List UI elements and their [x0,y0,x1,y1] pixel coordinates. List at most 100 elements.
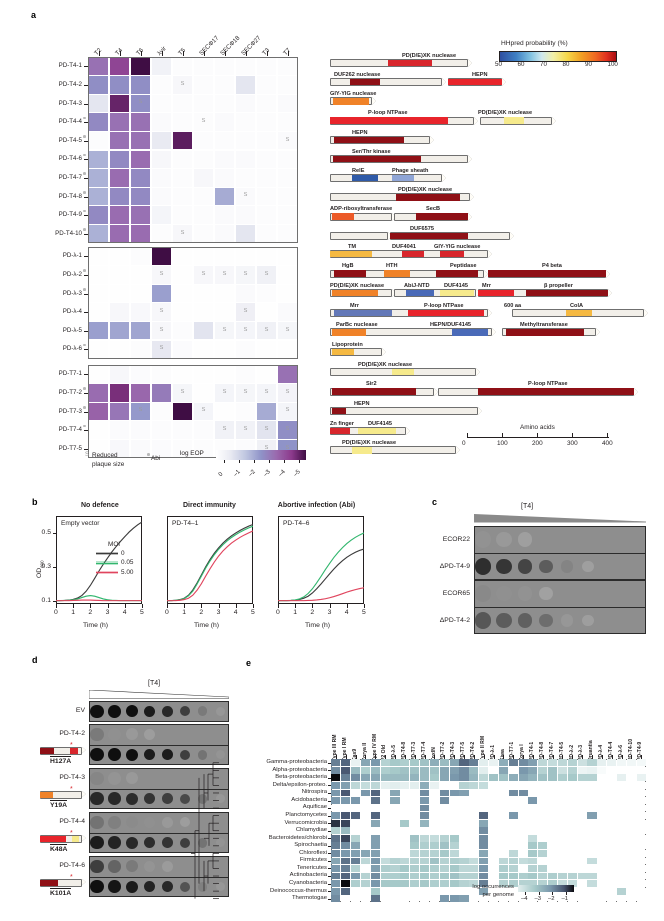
domain-label: PD(D/E)XK nuclease [478,110,533,117]
domain-segment [448,78,502,86]
panel-e-heatmap-cell [469,865,479,872]
panel-e-heatmap-cell [557,842,568,850]
panel-e-heatmap-cell [587,797,597,804]
panel-e-row-tick [327,800,331,802]
panel-e-heatmap-cell [400,865,410,872]
panel-a-heatmap-cell [256,247,277,265]
panel-a-heatmap-cell [256,303,277,321]
panel-e-heatmap-cell [410,804,420,812]
panel-e-heatmap-cell [420,842,430,850]
panel-e-heatmap-cell [587,834,597,842]
panel-a-heatmap-cell [172,384,193,402]
panel-a-row-tick [84,411,88,413]
plaque-spot [144,705,156,717]
panel-e-heatmap-cell [429,759,439,767]
panel-e-heatmap-cell [538,804,548,812]
panel-e-row-tick [327,815,331,817]
panel-e-heatmap-cell [538,827,548,835]
panel-a-row-label: PD-T4-4 [58,118,82,126]
panel-e-heatmap-cell [548,842,558,850]
plaque-spot [144,816,156,828]
panel-e-heatmap-cell [577,895,587,903]
panel-e-row-tick [327,868,331,870]
aa-scale-tick-label: 0 [462,440,466,447]
panel-e-heatmap-cell [607,880,617,887]
panel-e-heatmap-cell [410,834,420,842]
reduced-plaque-marker: S [243,270,248,277]
panel-a-row-tick [84,430,88,431]
panel-e-heatmap-cell [429,842,439,850]
panel-e-heatmap-cell [331,857,341,865]
panel-e-heatmap-cell [498,880,508,887]
panel-e-heatmap-cell [459,819,469,827]
panel-e-heatmap-cell [331,782,341,789]
panel-e-heatmap-cell [479,865,489,872]
panel-e-heatmap-cell [528,797,538,804]
reduced-plaque-label-2: plaque size [92,461,125,468]
panel-e-heatmap-cell [557,766,568,774]
panel-e-heatmap-cell [607,834,617,842]
reduced-plaque-marker: S [222,270,227,277]
panel-a-heatmap-cell [151,303,172,321]
panel-a-row-label: PD-T7-5 [58,444,82,452]
panel-e-heatmap-cell [538,797,548,804]
panel-a-heatmap-cell [151,57,172,75]
domain-segment [392,174,414,182]
panel-a-heatmap-cell [109,402,130,421]
panel-e-heatmap-cell [626,759,636,767]
panel-a-heatmap-cell [256,150,277,168]
panel-e-heatmap-cell [567,857,577,865]
domain-arrow-icon [469,193,474,202]
plaque-spot [582,614,594,627]
panel-e-heatmap-cell [607,872,617,880]
panel-e-heatmap-cell [518,849,528,857]
domain-segment [332,407,346,415]
panel-e-heatmap-cell [567,827,577,835]
reduced-plaque-marker: S [285,388,290,395]
panel-e-heatmap-cell [636,766,646,774]
panel-a-heatmap-cell [130,322,151,340]
hhpred-tick-label: 100 [607,61,618,68]
panel-e-heatmap-cell [597,865,607,872]
panel-e-heatmap-cell [439,895,449,903]
panel-e-heatmap-cell [360,819,371,827]
panel-b-x-tick [364,604,365,608]
panel-b-x-tick-label: 0 [165,609,169,616]
reduced-plaque-marker: S [159,326,164,333]
panel-e-heatmap-cell [488,819,499,827]
panel-e-heatmap-cell [626,895,636,903]
panel-a-heatmap-cell [88,384,109,402]
panel-e-heatmap-cell [341,887,351,895]
domain-arrow-icon [81,879,86,885]
panel-a-row-label: PD-T4-2 [58,80,82,88]
domain-label: Lipoprotein [332,341,363,348]
panel-e-heatmap-cell [636,895,646,903]
domain-label: PD(D/E)XK nuclease [402,52,457,59]
panel-e-heatmap-cell [498,887,508,895]
domain-bar [330,78,442,87]
panel-e-heatmap-cell [597,880,607,887]
panel-a-heatmap-cell [193,225,214,243]
panel-a-row-tick [84,233,88,235]
panel-e-heatmap-cell [557,804,568,812]
panel-e-heatmap-cell [439,782,449,789]
domain-label: ColA [570,302,584,309]
domain-arrow-icon [467,212,472,221]
panel-b-x-tick [142,604,143,608]
panel-a-heatmap-cell [277,384,298,402]
panel-e-heatmap-cell [380,804,390,812]
panel-a-row-label: PD-T4-9 [58,211,82,219]
panel-a-heatmap-cell [193,169,214,187]
panel-a-heatmap-cell [151,247,172,265]
panel-e-heatmap-cell [380,834,390,842]
panel-e-row-label: Spirochaetia [294,842,327,849]
panel-a-heatmap-cell [151,150,172,168]
panel-e-heatmap-cell [370,789,380,797]
panel-e-heatmap-cell [636,880,646,887]
domain-segment [352,174,378,182]
panel-e-row-label: Gamma-proteobacteria [266,759,327,766]
panel-e-heatmap-cell [528,849,538,857]
panel-a-heatmap-cell [130,76,151,94]
panel-e-heatmap-cell [459,797,469,804]
panel-e-heatmap-cell [341,865,351,872]
